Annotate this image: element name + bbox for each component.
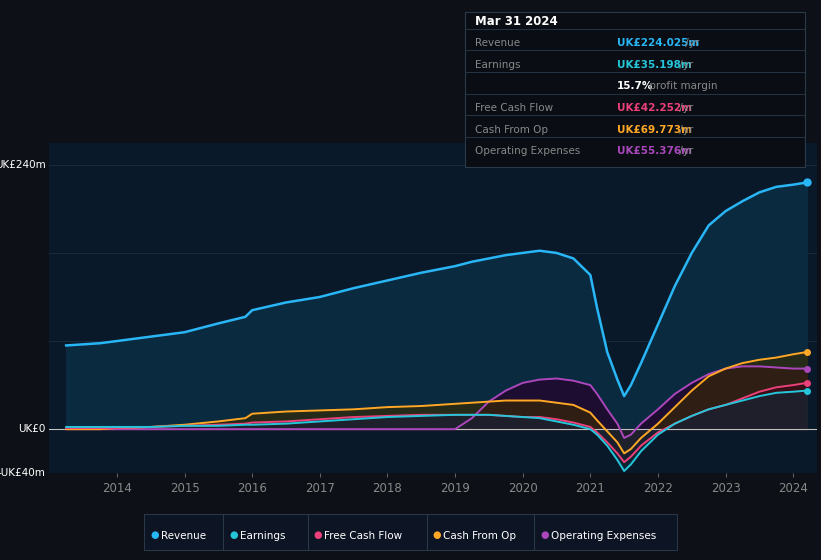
Text: Cash From Op: Cash From Op xyxy=(475,125,548,134)
Text: /yr: /yr xyxy=(676,146,693,156)
Text: UK£42.252m: UK£42.252m xyxy=(617,103,692,113)
Text: ●: ● xyxy=(314,530,322,540)
Text: ●: ● xyxy=(150,530,158,540)
Text: Mar 31 2024: Mar 31 2024 xyxy=(475,16,557,29)
Text: /yr: /yr xyxy=(676,125,693,134)
Text: Revenue: Revenue xyxy=(161,531,206,541)
Text: /yr: /yr xyxy=(676,103,693,113)
Text: Free Cash Flow: Free Cash Flow xyxy=(475,103,553,113)
Text: ●: ● xyxy=(229,530,237,540)
Text: /yr: /yr xyxy=(676,60,693,70)
Text: UK£55.376m: UK£55.376m xyxy=(617,146,692,156)
Text: /yr: /yr xyxy=(682,38,699,48)
Text: Earnings: Earnings xyxy=(240,531,285,541)
Text: UK£35.198m: UK£35.198m xyxy=(617,60,691,70)
Text: Revenue: Revenue xyxy=(475,38,520,48)
Text: 15.7%: 15.7% xyxy=(617,81,654,91)
Text: profit margin: profit margin xyxy=(646,81,718,91)
Text: -UK£40m: -UK£40m xyxy=(0,468,45,478)
Text: Earnings: Earnings xyxy=(475,60,521,70)
Text: Free Cash Flow: Free Cash Flow xyxy=(324,531,402,541)
Text: UK£0: UK£0 xyxy=(18,424,45,434)
Text: Operating Expenses: Operating Expenses xyxy=(551,531,656,541)
Text: UK£69.773m: UK£69.773m xyxy=(617,125,692,134)
Text: Operating Expenses: Operating Expenses xyxy=(475,146,580,156)
Text: UK£240m: UK£240m xyxy=(0,160,45,170)
Text: UK£224.025m: UK£224.025m xyxy=(617,38,699,48)
Text: ●: ● xyxy=(540,530,548,540)
Text: ●: ● xyxy=(433,530,441,540)
Text: Cash From Op: Cash From Op xyxy=(443,531,516,541)
